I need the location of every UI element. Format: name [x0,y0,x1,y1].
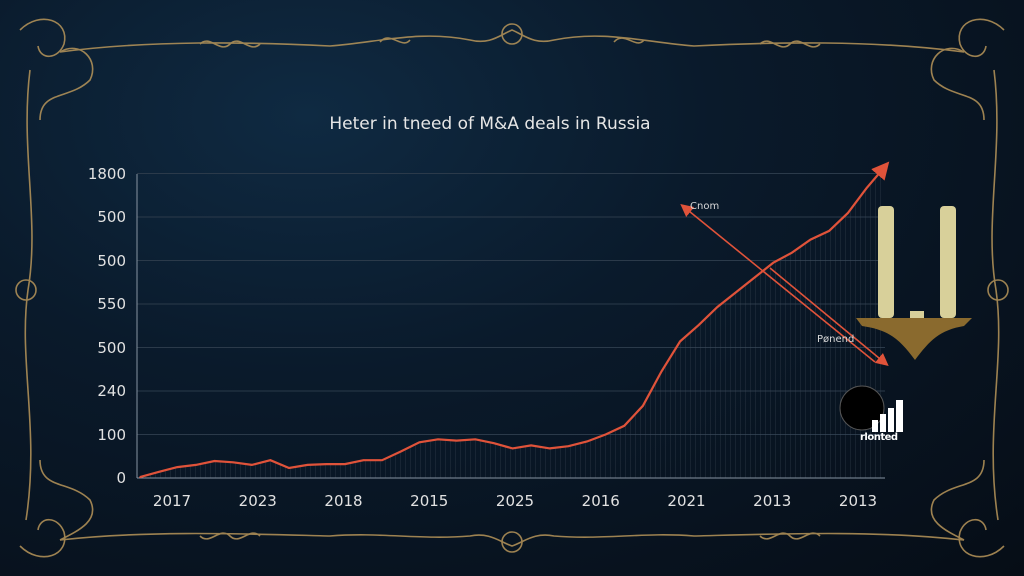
line-point [306,464,309,466]
x-tick-label: 2018 [324,492,363,510]
line-point [567,445,570,448]
line-point [399,450,402,453]
x-tick-label: 2021 [667,492,706,510]
line-point [362,459,365,461]
line-point [511,447,514,450]
line-point [753,276,756,279]
line-point [325,463,328,465]
logo-text: rlonted [860,432,898,443]
line-point [530,444,532,447]
y-tick-label: 240 [97,382,126,400]
line-point [660,370,663,373]
y-tick-label: 500 [97,208,126,226]
line-point [772,261,775,264]
y-tick-label: 550 [97,295,126,313]
line-point [213,460,216,462]
line-point [716,306,719,308]
line-point [791,251,793,254]
y-tick-label: 500 [97,338,126,357]
line-point [269,459,272,461]
line-point [455,439,458,442]
line-point [865,187,868,190]
x-tick-label: 2013 [753,492,792,510]
x-tick-label: 2015 [410,492,449,510]
line-point [493,442,495,445]
annotation-label: Cnom [690,201,720,212]
annotation-label: Pønend [817,334,855,345]
x-tick-label: 2017 [152,492,192,510]
annotation-arrow [769,267,889,367]
logo-icon [839,385,903,432]
chart-title-text: Heter in tneed of M&A deals in Russia [329,114,651,134]
line-point [809,238,812,241]
line-point [344,463,346,465]
line-point [474,438,477,441]
line-point [735,291,737,294]
line-point [381,459,383,461]
line-point [195,464,197,466]
x-tick-label: 2025 [495,492,535,510]
line-point [232,461,234,464]
y-tick-label: 0 [116,469,126,487]
line-point [176,466,179,468]
line-point [642,404,644,407]
line-point [623,425,626,427]
y-tick-label: 1800 [87,164,126,183]
line-point [586,440,588,443]
x-tick-label: 2023 [238,492,277,510]
line-point [157,471,160,473]
y-tick-label: 100 [97,425,126,444]
line-point [139,476,141,478]
line-point [548,447,551,450]
line-point [697,324,700,326]
line-point [846,212,849,214]
line-point [828,230,830,232]
line-point [437,438,439,441]
x-tick-label: 2013 [838,492,878,510]
annotation-arrow [680,203,876,363]
line-point [884,165,886,168]
y-tick-label: 500 [97,251,126,270]
line-point [604,433,607,436]
x-tick-label: 2016 [581,492,620,510]
chart-title: Heter in tneed of M&A deals in Russia [0,114,1024,134]
line-point [288,467,290,469]
line-point [679,340,681,343]
line-point [250,464,253,466]
line-point [418,441,421,444]
candle-holder-image [856,206,972,360]
line-area-fill [140,166,885,478]
